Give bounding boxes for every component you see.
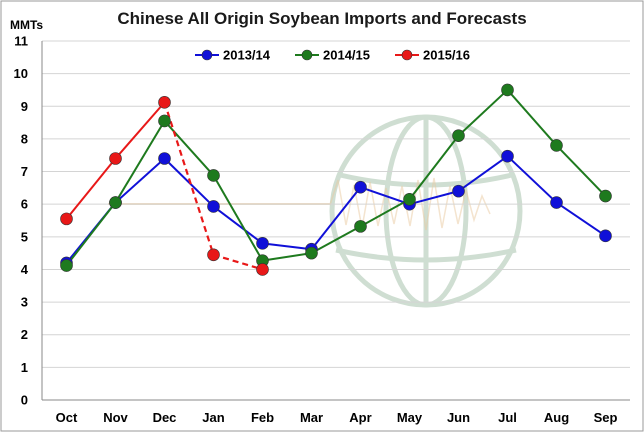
x-tick-label: Apr (349, 410, 371, 425)
data-point (452, 184, 465, 198)
series-line-segment (408, 135, 460, 200)
series-line-segment (262, 252, 312, 262)
y-tick-label: 0 (21, 393, 28, 408)
data-point (109, 196, 122, 209)
y-axis-unit-label: MMTs (10, 18, 43, 32)
x-tick-label: Nov (103, 410, 128, 425)
data-point (305, 246, 318, 260)
y-tick-label: 4 (21, 262, 29, 277)
data-point (256, 263, 269, 276)
legend-marker (301, 49, 313, 61)
x-tick-label: Sep (594, 410, 618, 425)
legend-label: 2013/14 (223, 48, 271, 63)
legend-marker (201, 49, 213, 61)
data-point (354, 220, 367, 233)
x-tick-label: Oct (56, 410, 78, 425)
x-tick-label: May (397, 410, 423, 425)
x-tick-labels: Oct Nov Dec Jan Feb Mar Apr May Jun Jul Aug Sep (56, 410, 618, 425)
x-tick-label: Jun (447, 410, 470, 425)
series-line-segment (163, 120, 215, 177)
data-point (109, 152, 122, 165)
data-point (599, 229, 612, 243)
data-point (158, 114, 171, 128)
legend-marker (401, 49, 413, 61)
x-tick-label: Feb (251, 410, 274, 425)
y-tick-label: 2 (21, 327, 28, 342)
data-point (501, 83, 514, 97)
series-lines (65, 89, 607, 271)
y-tick-label: 11 (14, 34, 28, 49)
series-line-segment (506, 89, 558, 147)
grid-lines (42, 40, 630, 368)
x-tick-label: Jan (202, 410, 224, 425)
x-tick-label: Dec (153, 410, 177, 425)
watermark-signal-icon (329, 177, 491, 231)
data-point (256, 237, 269, 250)
data-point (207, 200, 220, 213)
series-line-segment (212, 205, 264, 245)
series-line-segment (310, 186, 362, 250)
data-point (207, 169, 220, 182)
y-tick-label: 6 (21, 197, 28, 212)
series-line-segment (360, 198, 410, 228)
series-line-segment (360, 186, 410, 206)
series-line-segment (409, 190, 459, 206)
series-line-segment (213, 253, 263, 271)
y-tick-label: 10 (14, 66, 28, 81)
series-line-segment (163, 102, 215, 256)
data-point (501, 149, 514, 163)
series-line-segment (457, 155, 509, 192)
y-tick-label: 8 (21, 131, 28, 146)
series-line-segment (555, 144, 607, 197)
y-tick-label: 3 (21, 295, 28, 310)
series-line-segment (114, 101, 166, 160)
y-tick-label: 9 (21, 99, 28, 114)
series-line-segment (163, 157, 215, 208)
legend-label: 2015/16 (423, 48, 470, 63)
y-tick-label: 1 (21, 360, 28, 375)
series-line-segment (311, 225, 361, 255)
data-point (599, 189, 612, 203)
legend-item: 2015/16 (395, 48, 470, 63)
x-tick-label: Mar (300, 410, 323, 425)
x-tick-label: Jul (498, 410, 517, 425)
data-point (403, 192, 416, 206)
axes (41, 41, 630, 401)
series-line-segment (506, 155, 558, 204)
series-line-segment (65, 201, 117, 267)
data-point (550, 196, 563, 209)
data-point (452, 129, 465, 142)
y-tick-labels: 0 1 2 3 4 5 6 7 8 9 10 11 (14, 34, 29, 408)
data-point (158, 96, 171, 109)
watermark-globe-icon (329, 114, 523, 308)
series-line-segment (212, 174, 264, 262)
legend-item: 2013/14 (195, 48, 271, 63)
data-point (354, 180, 367, 194)
y-tick-label: 7 (21, 164, 28, 179)
data-point (60, 259, 73, 272)
series-line-segment (114, 157, 166, 204)
data-point (550, 139, 563, 152)
series-line-segment (262, 242, 312, 251)
data-point (60, 212, 73, 226)
data-point (207, 248, 220, 262)
data-point (158, 152, 171, 165)
chart-title: Chinese All Origin Soybean Imports and F… (117, 9, 526, 28)
legend-item: 2014/15 (295, 48, 370, 63)
legend-label: 2014/15 (323, 48, 370, 63)
series-line-segment (114, 120, 166, 204)
legend: 2013/14 2014/15 2015/16 (195, 48, 470, 63)
series-line-segment (457, 89, 509, 137)
x-tick-label: Aug (544, 410, 569, 425)
series-line-segment (555, 201, 607, 237)
series-line-segment (65, 157, 117, 220)
y-tick-label: 5 (21, 229, 28, 244)
series-markers (60, 83, 612, 276)
